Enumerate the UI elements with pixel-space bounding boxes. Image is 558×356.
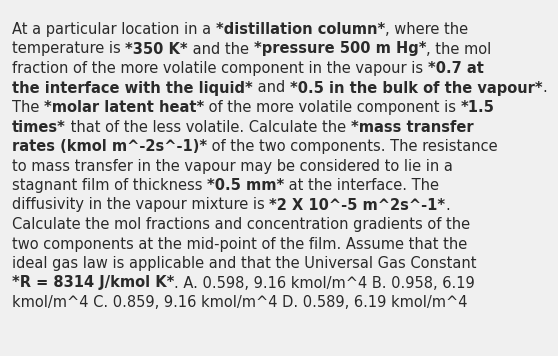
Text: .: . [542, 80, 547, 95]
Text: ideal gas law is applicable and that the Universal Gas Constant: ideal gas law is applicable and that the… [12, 256, 477, 271]
Text: and the: and the [188, 42, 254, 57]
Text: *pressure 500 m Hg*: *pressure 500 m Hg* [254, 42, 426, 57]
Text: *R = 8314 J/kmol K*: *R = 8314 J/kmol K* [12, 276, 174, 290]
Text: *1.5: *1.5 [461, 100, 495, 115]
Text: . A. 0.598, 9.16 kmol/m^4 B. 0.958, 6.19: . A. 0.598, 9.16 kmol/m^4 B. 0.958, 6.19 [174, 276, 475, 290]
Text: *0.7 at: *0.7 at [428, 61, 484, 76]
Text: *0.5 mm*: *0.5 mm* [207, 178, 285, 193]
Text: Calculate the mol fractions and concentration gradients of the: Calculate the mol fractions and concentr… [12, 217, 470, 232]
Text: diffusivity in the vapour mixture is: diffusivity in the vapour mixture is [12, 198, 270, 213]
Text: At a particular location in a: At a particular location in a [12, 22, 216, 37]
Text: fraction of the more volatile component in the vapour is: fraction of the more volatile component … [12, 61, 428, 76]
Text: *0.5 in the bulk of the vapour*: *0.5 in the bulk of the vapour* [290, 80, 542, 95]
Text: temperature is: temperature is [12, 42, 126, 57]
Text: two components at the mid-point of the film. Assume that the: two components at the mid-point of the f… [12, 236, 467, 251]
Text: *molar latent heat*: *molar latent heat* [44, 100, 204, 115]
Text: *mass transfer: *mass transfer [350, 120, 473, 135]
Text: the interface with the liquid*: the interface with the liquid* [12, 80, 253, 95]
Text: and: and [253, 80, 290, 95]
Text: , where the: , where the [385, 22, 468, 37]
Text: to mass transfer in the vapour may be considered to lie in a: to mass transfer in the vapour may be co… [12, 158, 453, 173]
Text: *350 K*: *350 K* [126, 42, 188, 57]
Text: rates (kmol m^-2s^-1)*: rates (kmol m^-2s^-1)* [12, 139, 207, 154]
Text: times*: times* [12, 120, 66, 135]
Text: stagnant film of thickness: stagnant film of thickness [12, 178, 207, 193]
Text: .: . [445, 198, 450, 213]
Text: of the more volatile component is: of the more volatile component is [204, 100, 461, 115]
Text: *distillation column*: *distillation column* [216, 22, 385, 37]
Text: of the two components. The resistance: of the two components. The resistance [207, 139, 498, 154]
Text: kmol/m^4 C. 0.859, 9.16 kmol/m^4 D. 0.589, 6.19 kmol/m^4: kmol/m^4 C. 0.859, 9.16 kmol/m^4 D. 0.58… [12, 295, 468, 310]
Text: at the interface. The: at the interface. The [285, 178, 439, 193]
Text: *2 X 10^-5 m^2s^-1*: *2 X 10^-5 m^2s^-1* [270, 198, 445, 213]
Text: The: The [12, 100, 44, 115]
Text: that of the less volatile. Calculate the: that of the less volatile. Calculate the [66, 120, 350, 135]
Text: , the mol: , the mol [426, 42, 492, 57]
